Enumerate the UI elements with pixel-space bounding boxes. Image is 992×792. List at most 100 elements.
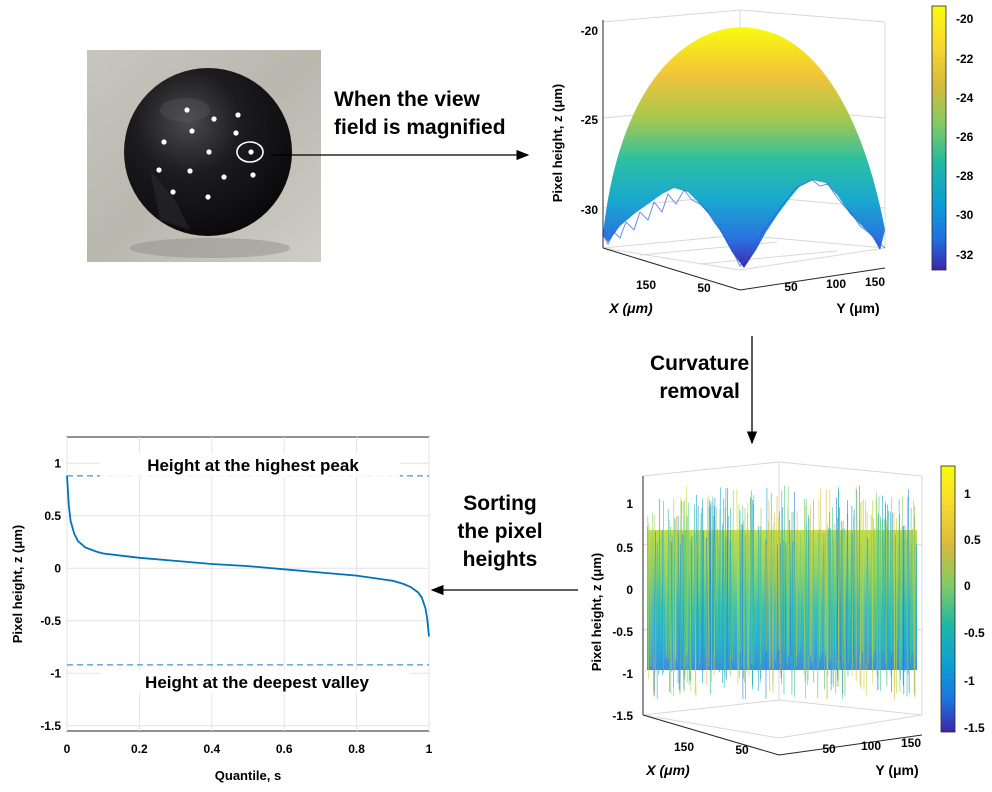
noise-spike [843,538,846,689]
raw-z-tick-0: -20 [581,24,599,38]
noise-spike [682,534,685,690]
measurement-points [156,107,256,200]
raw-y-tick-0: 50 [784,280,798,294]
noise-spike [744,508,746,655]
noise-spike [818,500,820,659]
noise-spike [674,543,677,659]
noise-spike [850,505,853,657]
magnify-label-line1: When the view [334,88,480,111]
raw-xlabel: X (μm) [608,300,653,316]
noise-spike [748,536,750,669]
flat-cbar-tick-4: -1 [964,674,975,688]
noise-spike [723,544,725,673]
noise-spike [694,533,697,664]
flat-cbar-tick-2: 0 [964,579,971,593]
flat-y-tick-2: 150 [901,736,921,750]
noise-spike [708,531,711,672]
noise-spike [742,520,745,683]
noise-spike [679,501,682,693]
noise-spike [717,528,720,664]
noise-spike [874,528,876,652]
quantile-y-tick-label: 0 [54,561,61,575]
noise-spike [870,514,873,657]
noise-spike [712,515,715,654]
noise-spike [706,537,709,664]
noise-spike [719,487,721,673]
flat-x-tick-1: 50 [735,743,749,757]
noise-spike [913,500,915,696]
noise-spike [712,496,714,657]
noise-spike [768,500,771,667]
noise-spike [912,529,914,653]
raw-z-tick-1: -25 [581,113,599,127]
flat-y-tick-1: 100 [861,739,881,753]
noise-spike [878,518,882,670]
noise-spike [684,530,687,676]
noise-spike [889,511,892,676]
noise-spike [772,523,775,671]
noise-spike [670,526,672,672]
noise-spike [908,489,910,694]
noise-spike [841,521,843,694]
noise-spike [688,502,690,685]
noise-spike [825,489,827,655]
quantile-xlabel: Quantile, s [215,768,281,783]
noise-spike [831,507,833,684]
noise-spike [876,513,879,676]
noise-spike [817,533,819,699]
raw-colorbar [931,5,947,271]
noise-spike [658,498,660,675]
noise-spike [778,520,781,674]
raw-z-tick-2: -30 [581,203,599,217]
flat-cbar-tick-0: 1 [964,487,971,501]
curvature-step-label: Curvature removal [650,350,749,406]
sorting-label-line1: Sorting [463,492,537,515]
raw-cbar-tick-3: -26 [956,130,974,144]
raw-y-tick-2: 150 [865,275,885,289]
quantile-y-tick-label: 1 [54,456,61,470]
noise-spike [865,538,868,666]
noise-spike [701,507,703,657]
noise-spike [784,542,787,670]
noise-spike [877,496,880,655]
noise-spike [823,533,825,690]
raw-x-tick-0: 150 [636,278,656,292]
noise-spike [709,500,712,666]
flat-zlabel: Pixel height, z (μm) [589,553,604,671]
quantile-y-ticks: 1 0.5 0 -0.5 -1 -1.5 [40,456,61,733]
flat-z-tick-4: -1 [622,667,633,681]
raw-cbar-tick-0: -20 [956,12,974,26]
noise-spike [910,507,912,663]
noise-spike [846,500,848,661]
noise-spike [689,536,692,691]
noise-spike [789,519,792,657]
noise-spike [750,490,753,685]
noise-spike [882,519,884,652]
flat-z-tick-1: 0.5 [616,541,633,555]
flat-colorbar [940,465,956,733]
noise-spike [906,538,909,675]
quantile-y-tick-label: -1 [50,666,61,680]
noise-spike [702,530,704,671]
highest-peak-annotation: Height at the highest peak [147,456,359,475]
sorting-step-label: Sorting the pixel heights [440,490,560,574]
quantile-x-tick-label: 0.6 [276,742,293,756]
noise-spike [726,515,729,665]
noise-spike [826,538,828,699]
noise-spike [653,531,656,696]
quantile-x-ticks: 0 0.2 0.4 0.6 0.8 1 [64,742,433,756]
noise-spike [915,544,917,652]
magnify-label-line2: field is magnified [334,116,506,139]
quantile-curve [66,475,430,637]
noise-spike [863,499,865,690]
noise-spike [685,515,688,664]
noise-spike [669,541,672,695]
curvature-label-line1: Curvature [650,352,750,375]
flat-z-tick-0: 1 [626,497,633,511]
raw-cbar-tick-5: -30 [956,208,974,222]
noise-spike [799,533,802,653]
noise-spike [713,505,717,662]
curvature-label-line2: removal [659,380,740,403]
flat-xlabel: X (μm) [645,762,690,778]
